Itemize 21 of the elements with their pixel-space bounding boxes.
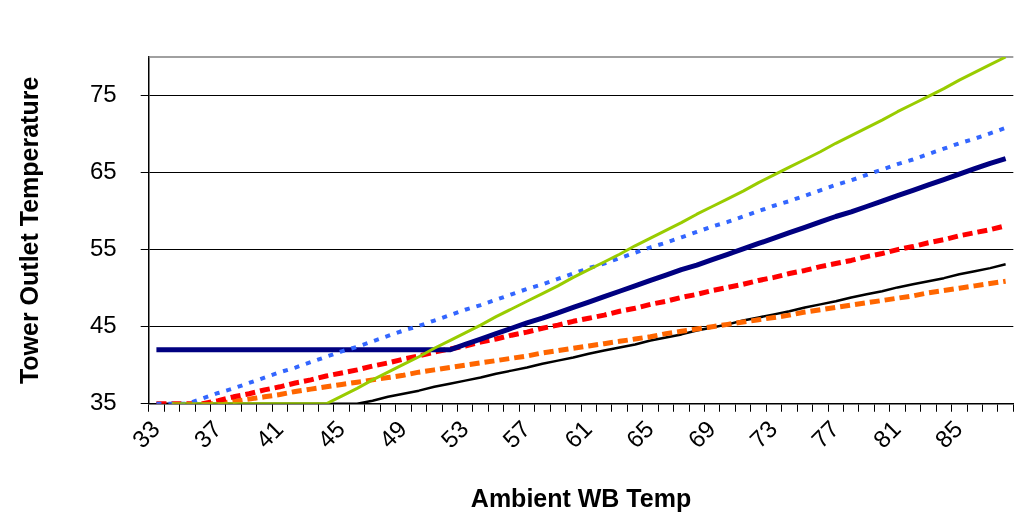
x-tick-label: 49 [373, 415, 412, 454]
x-tick-label: 41 [250, 415, 289, 454]
x-tick-label: 85 [929, 415, 968, 454]
y-tick-label: 35 [89, 388, 117, 416]
x-tick-label: 65 [620, 415, 659, 454]
y-tick-label: 45 [89, 311, 117, 339]
y-tick-label: 55 [89, 234, 117, 262]
y-tick-label: 65 [89, 157, 117, 185]
x-tick-label: 69 [682, 415, 721, 454]
x-tick-label: 37 [188, 415, 227, 454]
x-tick-label: 81 [867, 415, 906, 454]
x-axis-title: Ambient WB Temp [470, 483, 692, 512]
x-tick-label: 77 [806, 415, 844, 454]
x-tick-label: 53 [435, 415, 474, 454]
y-tick-label: 75 [89, 80, 117, 108]
x-tick-label: 73 [744, 415, 783, 454]
x-tick-label: 45 [311, 415, 350, 454]
x-tick-label: 57 [497, 415, 536, 454]
x-tick-label: 61 [558, 415, 597, 454]
y-axis-title: Tower Outlet Temperature [14, 76, 43, 385]
x-tick-label: 33 [126, 415, 165, 454]
